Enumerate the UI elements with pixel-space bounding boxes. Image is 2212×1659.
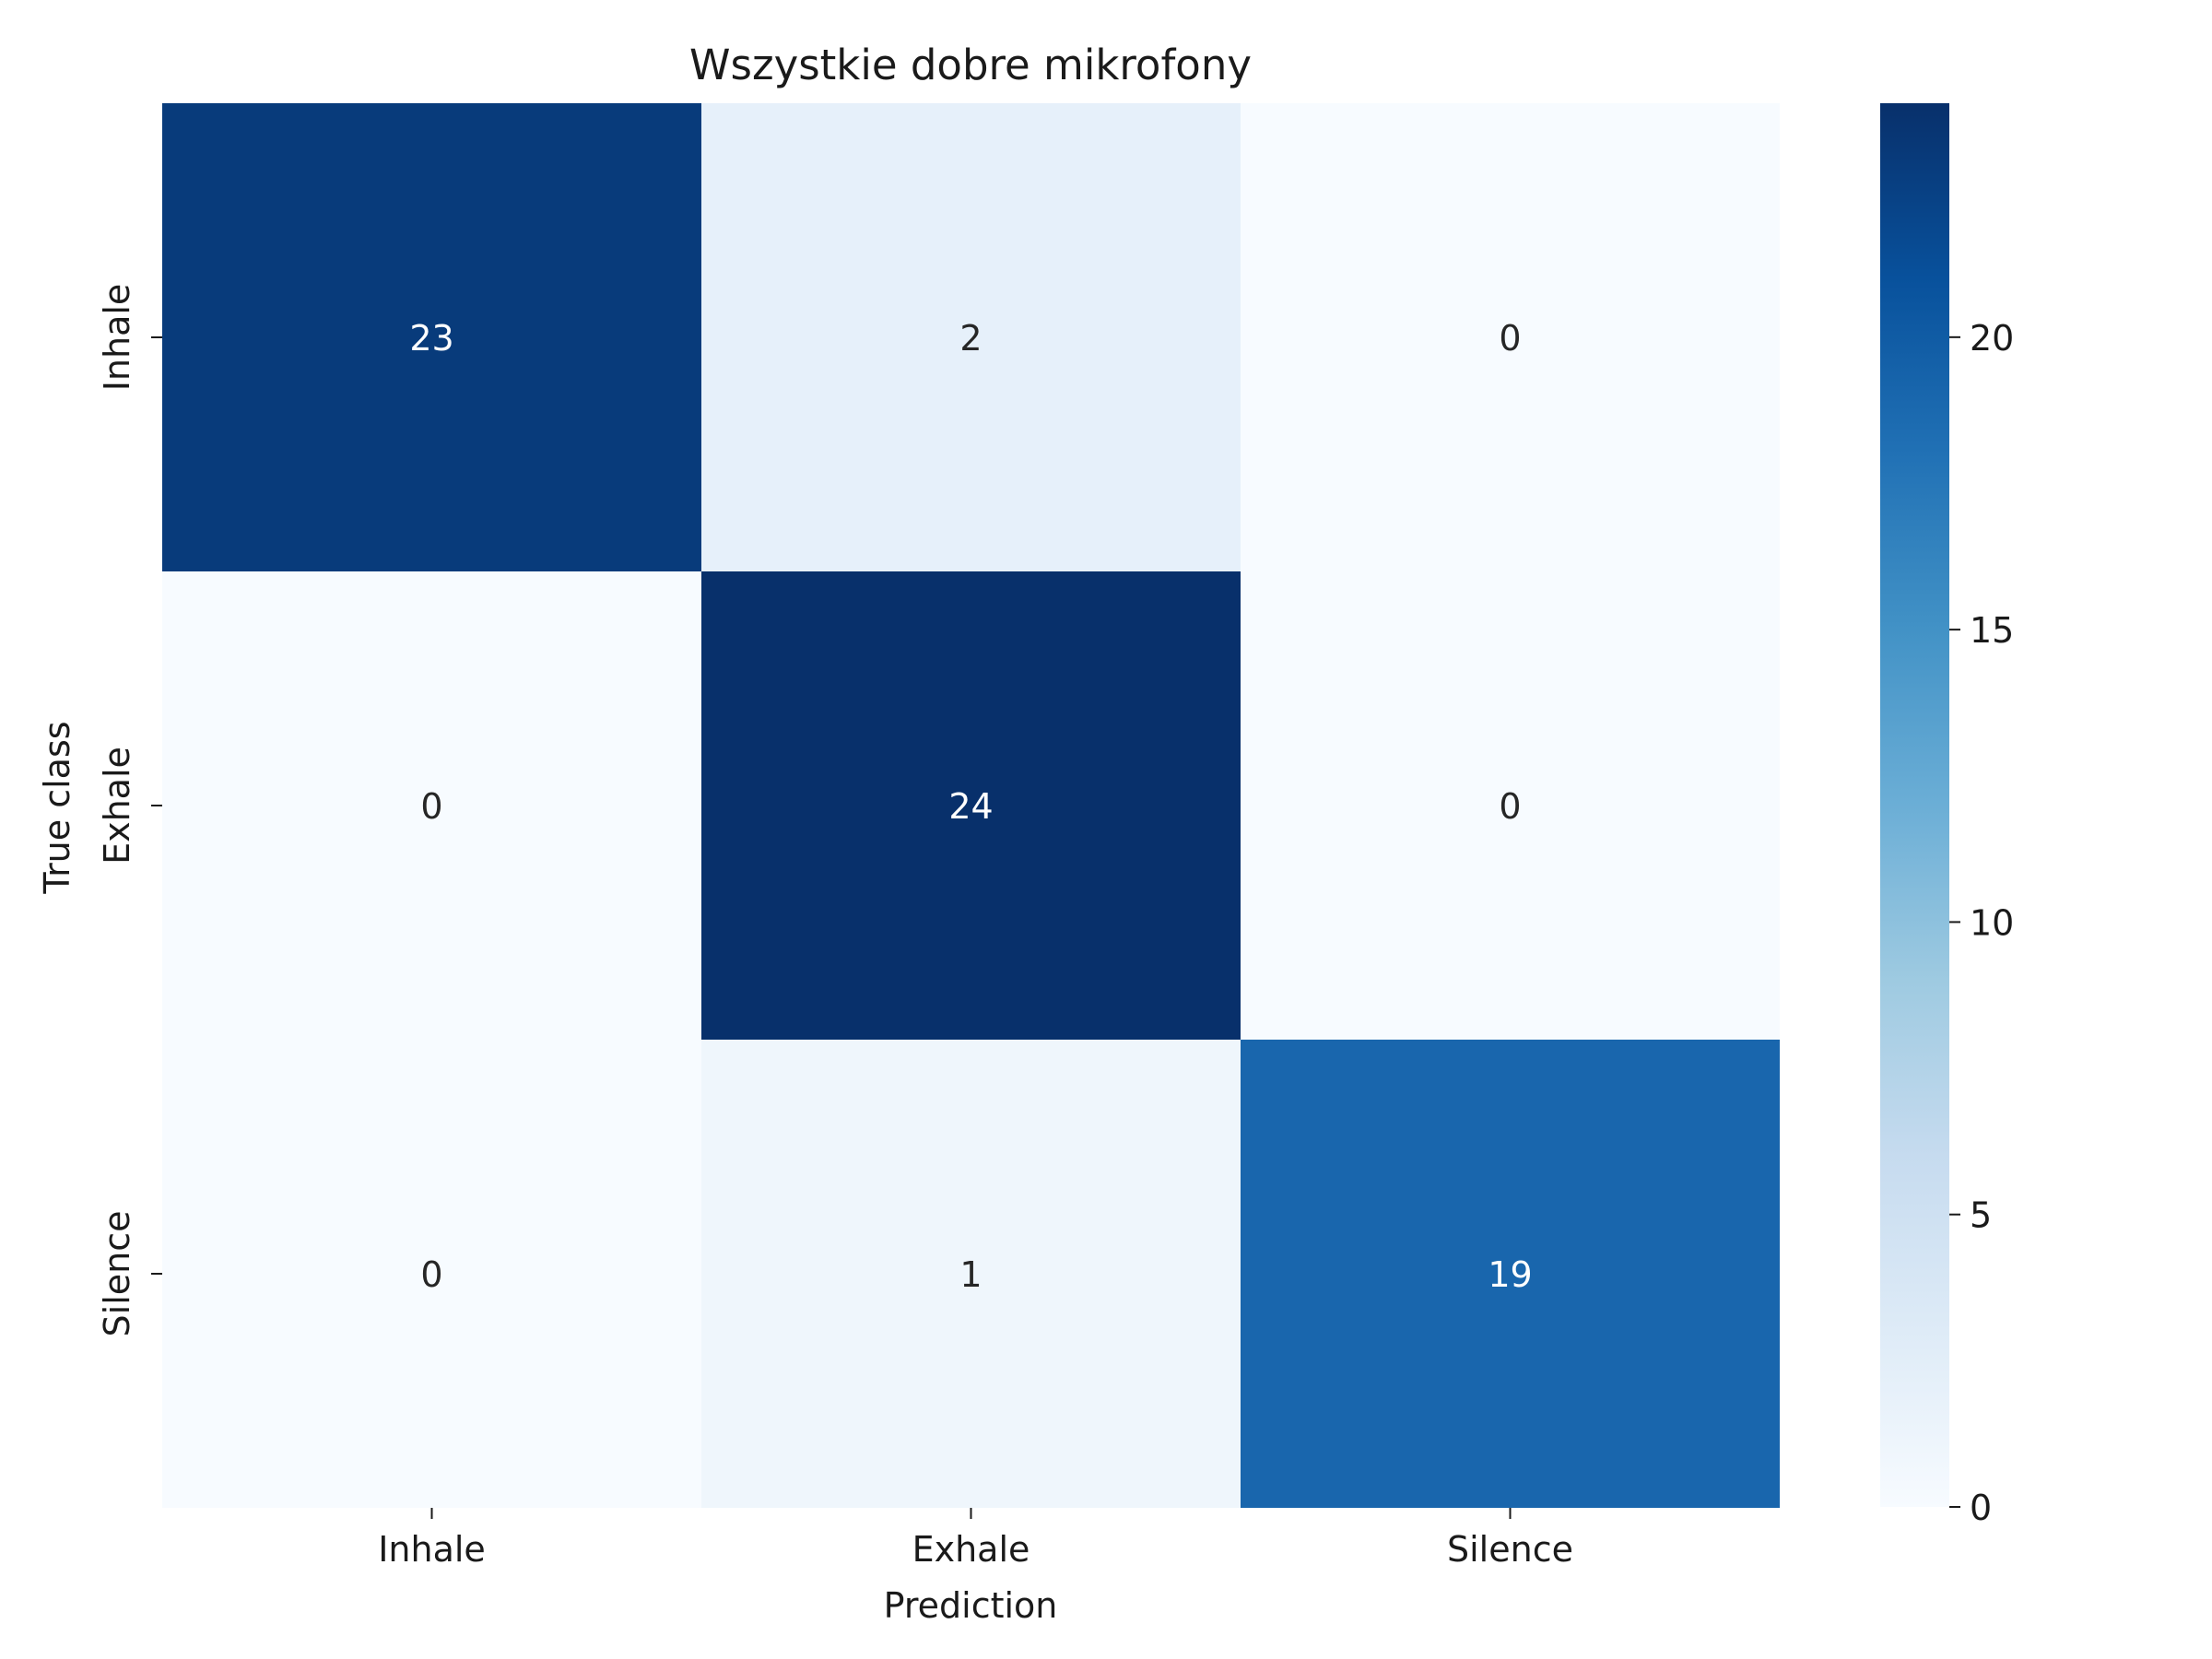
cell-value-label: 0 xyxy=(1499,318,1521,359)
cell-value-label: 19 xyxy=(1488,1254,1532,1295)
x-axis-ticks: Inhale Exhale Silence xyxy=(378,1508,1573,1570)
y-axis-label: True class xyxy=(37,721,77,894)
x-tick-label: Inhale xyxy=(378,1529,486,1570)
heatmap-cell xyxy=(162,571,701,1040)
colorbar-tick-label: 20 xyxy=(1970,318,2014,359)
heatmap-cell xyxy=(701,571,1241,1040)
heatmap-cell-labels: 23 2 0 0 24 0 0 1 19 xyxy=(409,318,1532,1295)
cell-value-label: 2 xyxy=(959,318,982,359)
y-tick-label: Exhale xyxy=(97,747,137,865)
colorbar-tick-label: 15 xyxy=(1970,610,2014,651)
cell-value-label: 0 xyxy=(1499,786,1521,827)
heatmap-cell xyxy=(162,1040,701,1508)
colorbar-tick-label: 5 xyxy=(1970,1195,1992,1236)
heatmap-cell xyxy=(1241,1040,1780,1508)
cell-value-label: 24 xyxy=(948,786,993,827)
cell-value-label: 0 xyxy=(420,786,442,827)
heatmap-cell xyxy=(1241,103,1780,571)
cell-value-label: 1 xyxy=(959,1254,982,1295)
heatmap-cell xyxy=(1241,571,1780,1040)
y-axis-ticks: Inhale Exhale Silence xyxy=(97,284,162,1337)
y-tick-label: Silence xyxy=(97,1211,137,1337)
cell-value-label: 23 xyxy=(409,318,453,359)
heatmap-cell xyxy=(701,103,1241,571)
colorbar-tick-label: 0 xyxy=(1970,1488,1992,1528)
colorbar-tick-label: 10 xyxy=(1970,902,2014,943)
colorbar-ticks: 0 5 10 15 20 xyxy=(1949,318,2014,1528)
heatmap-cell xyxy=(701,1040,1241,1508)
cell-value-label: 0 xyxy=(420,1254,442,1295)
y-tick-label: Inhale xyxy=(97,284,137,392)
heatmap-cells xyxy=(162,103,1780,1508)
x-tick-label: Exhale xyxy=(912,1529,1030,1570)
chart-title: Wszystkie dobre mikrofony xyxy=(689,41,1252,89)
x-axis-label: Prediction xyxy=(884,1585,1058,1626)
colorbar xyxy=(1880,103,1949,1507)
heatmap-cell xyxy=(162,103,701,571)
x-tick-label: Silence xyxy=(1447,1529,1573,1570)
